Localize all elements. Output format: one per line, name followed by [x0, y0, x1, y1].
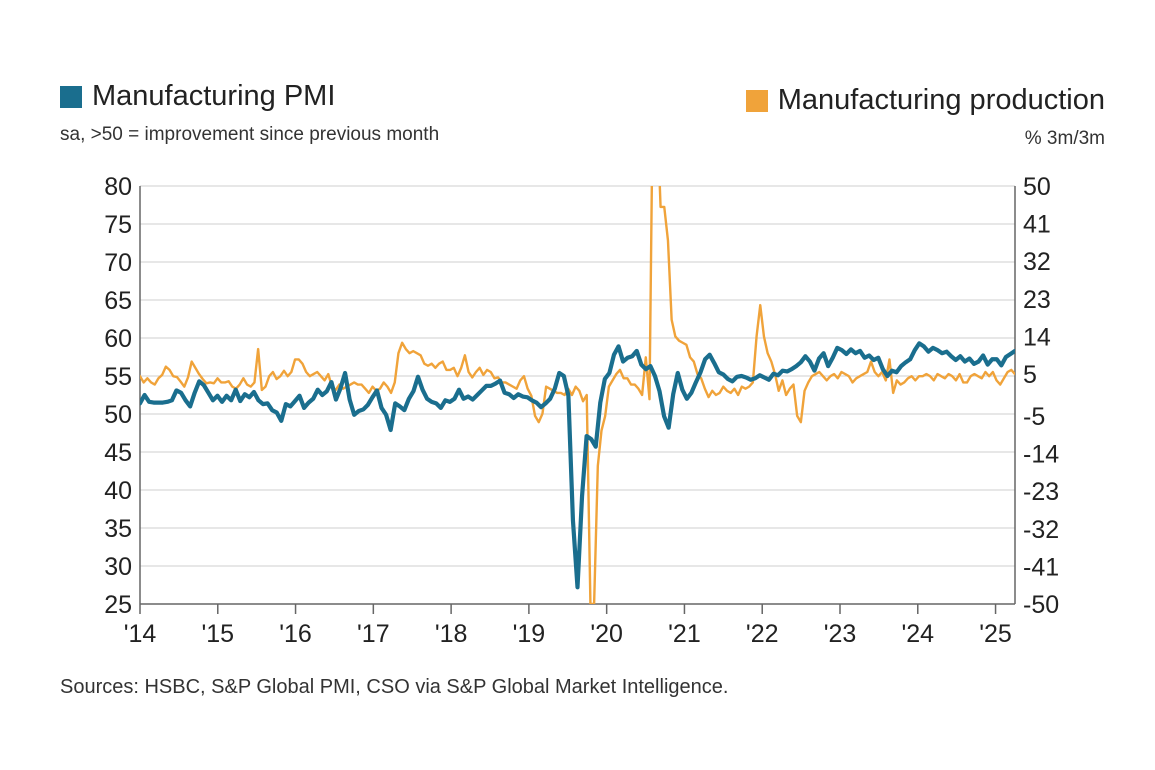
y-right-tick-label: 41	[1023, 211, 1051, 239]
x-tick-label: '25	[979, 620, 1012, 648]
y-left-tick-label: 45	[104, 439, 132, 467]
legend-label-pmi: Manufacturing PMI	[92, 80, 336, 112]
y-left-tick-label: 50	[104, 401, 132, 429]
left-axis-subtitle: sa, >50 = improvement since previous mon…	[60, 124, 440, 145]
legend-swatch-pmi	[60, 85, 82, 108]
y-left-tick-label: 80	[104, 173, 132, 201]
y-left-tick-label: 35	[104, 515, 132, 543]
y-right-tick-label: 23	[1023, 286, 1051, 314]
y-left-tick-label: 60	[104, 325, 132, 353]
y-right-tick-label: -5	[1023, 403, 1045, 431]
x-tick-label: '18	[435, 620, 468, 648]
y-right-tick-label: -50	[1023, 591, 1059, 619]
x-tick-label: '23	[824, 620, 857, 648]
legend-item-production: Manufacturing production	[745, 84, 1105, 117]
y-left-tick-label: 25	[104, 591, 132, 619]
x-tick-label: '14	[124, 620, 157, 648]
y-right-tick-label: -41	[1023, 553, 1059, 581]
y-right-tick-label: 32	[1023, 248, 1051, 276]
source-note: Sources: HSBC, S&P Global PMI, CSO via S…	[60, 676, 729, 698]
legend-swatch-production	[745, 89, 768, 112]
right-axis-subtitle: % 3m/3m	[1024, 128, 1105, 149]
x-tick-label: '16	[279, 620, 312, 648]
y-right-tick-label: -32	[1023, 516, 1059, 544]
y-left-tick-label: 65	[104, 287, 132, 315]
legend-item-pmi: Manufacturing PMI	[60, 80, 335, 113]
y-left-tick-label: 40	[104, 477, 132, 505]
y-right-tick-label: 14	[1023, 323, 1051, 351]
series-line-production	[140, 186, 1015, 604]
gridlines	[140, 185, 1015, 605]
y-right-tick-label: 50	[1023, 173, 1051, 201]
x-tick-label: '15	[201, 620, 234, 648]
legend-label-production: Manufacturing production	[777, 84, 1105, 116]
y-right-tick-label: -14	[1023, 441, 1059, 469]
y-left-tick-label: 55	[104, 363, 132, 391]
y-right-tick-label: 5	[1023, 361, 1037, 389]
y-left-tick-label: 75	[104, 211, 132, 239]
series-line-pmi	[140, 341, 1015, 590]
x-tick-label: '19	[513, 620, 546, 648]
y-left-tick-label: 30	[104, 553, 132, 581]
x-tick-label: '22	[746, 620, 779, 648]
y-right-tick-label: -23	[1023, 478, 1059, 506]
x-tick-label: '20	[590, 620, 623, 648]
x-tick-label: '21	[668, 620, 701, 648]
y-left-tick-label: 70	[104, 249, 132, 277]
x-tick-label: '24	[901, 620, 934, 648]
x-tick-label: '17	[357, 620, 390, 648]
